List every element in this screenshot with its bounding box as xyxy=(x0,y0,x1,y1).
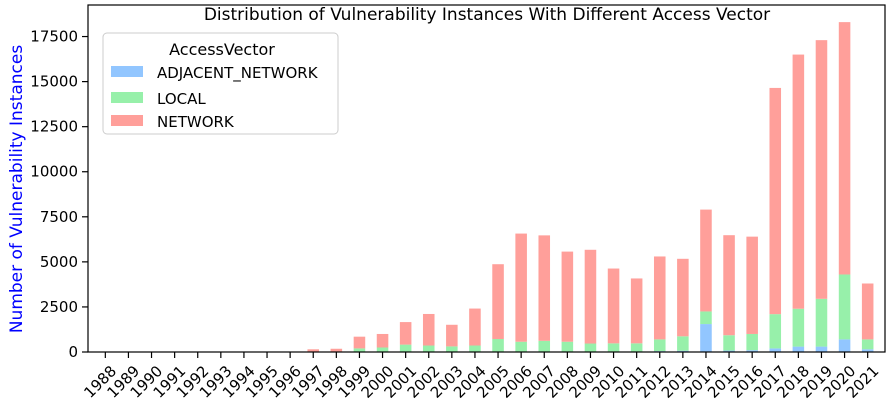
y-tick-label: 7500 xyxy=(40,208,78,226)
bar-network-2020 xyxy=(838,22,851,275)
bar-local-2017 xyxy=(769,314,782,349)
bar-local-2007 xyxy=(538,340,551,352)
bars-group xyxy=(99,22,874,352)
bar-network-2017 xyxy=(769,87,782,315)
bar-network-2003 xyxy=(446,324,458,347)
bar-local-2018 xyxy=(792,308,805,347)
y-tick-label: 17500 xyxy=(30,28,78,46)
bar-network-2000 xyxy=(376,333,389,348)
bar-local-2000 xyxy=(376,347,389,352)
bar-adjacent-network-2021 xyxy=(861,349,874,352)
bar-local-2019 xyxy=(815,298,828,347)
legend-label-local: LOCAL xyxy=(157,90,206,108)
bar-local-2004 xyxy=(469,345,481,352)
bar-local-2021 xyxy=(861,339,874,350)
bar-network-2002 xyxy=(422,313,435,346)
bar-local-2003 xyxy=(446,346,458,352)
bar-network-2006 xyxy=(515,233,527,342)
bar-local-2013 xyxy=(677,336,689,351)
bar-network-1998 xyxy=(330,348,343,352)
bar-local-2014 xyxy=(700,311,712,325)
bar-network-2016 xyxy=(746,236,758,334)
bar-local-2009 xyxy=(584,343,597,352)
bar-local-1999 xyxy=(353,348,366,352)
x-ticks: 1988198919901991199219931994199519961997… xyxy=(80,352,882,402)
legend-swatch-local xyxy=(111,92,143,103)
bar-local-2008 xyxy=(561,341,574,352)
bar-network-2012 xyxy=(653,256,666,340)
bar-adjacent-network-2018 xyxy=(792,346,805,352)
bar-network-2010 xyxy=(607,268,620,344)
bar-network-1999 xyxy=(353,336,366,349)
legend: AccessVector ADJACENT_NETWORK LOCAL NETW… xyxy=(102,32,339,135)
y-tick-label: 5000 xyxy=(40,253,78,271)
bar-network-1997 xyxy=(307,349,320,352)
bar-network-2007 xyxy=(538,235,551,341)
y-ticks: 0 2500 5000 7500 10000 12500 15000 17500 xyxy=(30,28,88,361)
legend-title: AccessVector xyxy=(169,40,275,59)
bar-adjacent-network-2014 xyxy=(700,324,712,352)
y-tick-label: 15000 xyxy=(30,73,78,91)
bar-network-2005 xyxy=(492,264,504,340)
legend-swatch-network xyxy=(111,115,143,126)
bar-network-2019 xyxy=(815,40,828,299)
bar-adjacent-network-2013 xyxy=(677,350,689,352)
bar-adjacent-network-2017 xyxy=(769,348,782,352)
bar-local-2011 xyxy=(630,343,643,352)
bar-adjacent-network-2016 xyxy=(746,350,758,352)
y-tick-label: 12500 xyxy=(30,118,78,136)
legend-swatch-adjacent-network xyxy=(111,66,143,77)
bar-adjacent-network-2015 xyxy=(723,350,735,352)
legend-box xyxy=(102,32,339,135)
bar-network-2018 xyxy=(792,54,805,309)
bar-network-2011 xyxy=(630,278,643,344)
bar-adjacent-network-2019 xyxy=(815,346,828,352)
bar-network-2001 xyxy=(399,322,412,345)
bar-network-2015 xyxy=(723,235,735,336)
y-axis-label: Number of Vulnerability Instances xyxy=(7,45,27,333)
axes-group xyxy=(87,4,886,353)
y-tick-label: 0 xyxy=(68,343,78,361)
bar-network-2009 xyxy=(584,249,597,344)
y-tick-label: 10000 xyxy=(30,163,78,181)
bar-adjacent-network-2020 xyxy=(838,339,851,352)
legend-label-network: NETWORK xyxy=(157,113,235,131)
bar-local-2006 xyxy=(515,341,527,352)
bar-local-2012 xyxy=(653,339,666,352)
bar-network-2014 xyxy=(700,209,712,312)
bar-network-2004 xyxy=(469,308,481,346)
chart-title: Distribution of Vulnerability Instances … xyxy=(204,5,770,25)
bar-local-2016 xyxy=(746,333,758,351)
bar-local-2002 xyxy=(422,345,435,352)
bar-network-2021 xyxy=(861,283,874,340)
bar-local-2005 xyxy=(492,339,504,352)
y-tick-label: 2500 xyxy=(40,298,78,316)
bar-network-2008 xyxy=(561,251,574,342)
bar-local-2020 xyxy=(838,274,851,340)
plot-frame xyxy=(87,4,886,353)
bar-local-2001 xyxy=(399,344,412,352)
bar-local-2015 xyxy=(723,335,735,351)
bar-network-2013 xyxy=(677,258,689,337)
bar-local-2010 xyxy=(607,343,620,352)
legend-label-adjacent-network: ADJACENT_NETWORK xyxy=(157,64,319,83)
